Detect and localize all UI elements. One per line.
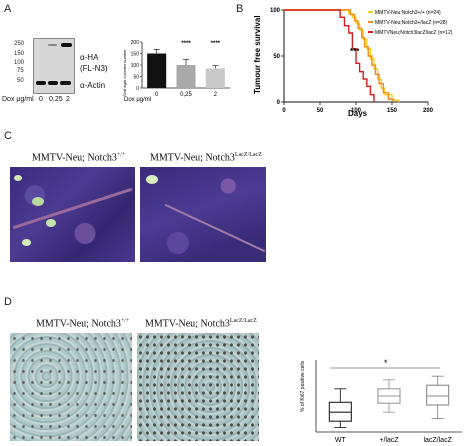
box bbox=[426, 384, 450, 406]
bar bbox=[205, 68, 225, 88]
ihc-left-title: MMTV-Neu; Notch3+/+ bbox=[36, 318, 130, 330]
ki67-box-plot: % of Ki67 positive cells WT +/lacZ lacZ/la… bbox=[300, 358, 462, 444]
soft-agar-bar-chart: Soft agar colonies number 0 50 100 150 200 0… bbox=[122, 40, 230, 103]
panel-letter-c: C bbox=[4, 130, 12, 142]
mw-marker: 250 bbox=[14, 41, 25, 47]
panel-letter-d: D bbox=[4, 296, 12, 308]
surv-x-tick-label: 0 bbox=[282, 108, 286, 114]
bar-xlabel: Dox μg/ml bbox=[124, 97, 151, 103]
box-ylabel: % of Ki67 positive cells bbox=[300, 360, 306, 412]
mw-marker: 150 bbox=[14, 51, 25, 57]
bar-y-tick-label: 0 bbox=[136, 86, 139, 92]
dox-value: 2 bbox=[66, 96, 70, 103]
legend-swatch-het bbox=[368, 21, 373, 23]
bar bbox=[147, 53, 167, 88]
legend-label-wt: MMTV-Neu;Notch3+/+ (n=24) bbox=[375, 10, 441, 16]
ihc-section-wildtype bbox=[10, 333, 132, 441]
bar-marks: 0 0,25 **** 2 **** bbox=[147, 41, 225, 98]
he-section-lacz bbox=[140, 167, 266, 262]
mw-marker: 50 bbox=[17, 78, 24, 84]
stroma-band bbox=[12, 187, 133, 230]
bar-category-label: 0 bbox=[155, 92, 159, 98]
bar bbox=[176, 65, 196, 88]
ki67-nuclei bbox=[10, 333, 132, 441]
legend-swatch-wt bbox=[368, 11, 373, 13]
fat-vacuole bbox=[46, 219, 56, 227]
actin-band-3 bbox=[60, 81, 71, 85]
he-section-wildtype bbox=[10, 167, 135, 262]
bar-y-tick-label: 150 bbox=[131, 52, 140, 58]
panel-letter-b: B bbox=[236, 3, 244, 15]
survival-significance: *** bbox=[350, 47, 360, 56]
box-category-label: lacZ/lacZ bbox=[423, 437, 452, 444]
ha-band-faint bbox=[48, 44, 57, 46]
bar-y-tick-label: 50 bbox=[133, 75, 139, 81]
box-category-label: +/lacZ bbox=[379, 437, 399, 444]
surv-x-tick-label: 200 bbox=[423, 108, 434, 114]
ha-band bbox=[61, 43, 72, 47]
dox-value: 0,25 bbox=[49, 96, 63, 103]
bar-ylabel: Soft agar colonies number bbox=[122, 49, 127, 96]
survival-curve bbox=[284, 9, 375, 102]
dox-value: 0 bbox=[39, 96, 43, 103]
fat-vacuole bbox=[146, 175, 158, 184]
ihc-section-lacz bbox=[137, 333, 259, 441]
mw-marker: 75 bbox=[17, 68, 24, 74]
surv-y-tick-label: 0 bbox=[277, 100, 281, 106]
dox-label: Dox μg/ml bbox=[2, 96, 34, 103]
legend-label-het: MMTV-Neu;Notch3+/lacZ (n=28) bbox=[375, 20, 448, 26]
survival-chart: Tumour free survival Days 0 50 100 150 200 0 5… bbox=[253, 8, 453, 118]
surv-y-tick-label: 100 bbox=[270, 8, 281, 14]
survival-curve bbox=[284, 9, 395, 102]
legend-label-homo: MMTVNeu;Notch3lacZ/lacZ (n=12) bbox=[375, 30, 453, 36]
actin-band-2 bbox=[48, 81, 58, 85]
survival-ylabel: Tumour free survival bbox=[253, 15, 262, 94]
actin-band-1 bbox=[36, 81, 46, 85]
survival-legend: MMTV-Neu;Notch3+/+ (n=24) MMTV-Neu;Notch… bbox=[368, 10, 453, 36]
box-axes bbox=[315, 360, 462, 433]
blot-label-fln3: (FL-N3) bbox=[80, 64, 108, 73]
bar-significance: **** bbox=[211, 41, 221, 47]
surv-x-tick-label: 50 bbox=[317, 108, 324, 114]
box-significance: * bbox=[384, 358, 388, 368]
survival-axes: 0 50 100 150 200 0 50 100 bbox=[270, 8, 434, 114]
ki67-nuclei bbox=[137, 333, 259, 441]
bar-y-tick-label: 100 bbox=[131, 63, 140, 69]
survival-lines bbox=[284, 9, 400, 102]
mw-marker: 100 bbox=[14, 60, 25, 66]
bar-y-tick-label: 200 bbox=[131, 40, 140, 46]
fat-vacuole bbox=[14, 175, 22, 181]
box-category-label: WT bbox=[335, 437, 347, 444]
blot-label-ha: α-HA bbox=[80, 53, 99, 62]
surv-y-tick-label: 50 bbox=[273, 54, 280, 60]
surv-x-tick-label: 150 bbox=[387, 108, 398, 114]
fat-vacuole bbox=[22, 239, 31, 246]
he-right-title: MMTV-Neu; Notch3LacZ/LacZ bbox=[150, 152, 262, 164]
surv-x-tick-label: 100 bbox=[351, 108, 362, 114]
legend-swatch-homo bbox=[368, 31, 373, 33]
survival-xlabel: Days bbox=[348, 109, 368, 118]
panel-letter-a: A bbox=[4, 3, 12, 15]
bar-category-label: 2 bbox=[214, 92, 218, 98]
stroma-band bbox=[164, 203, 266, 253]
ihc-right-title: MMTV-Neu; Notch3LacZ/LacZ bbox=[145, 318, 257, 330]
he-left-title: MMTV-Neu; Notch3+/+ bbox=[32, 152, 126, 164]
bar-category-label: 0,25 bbox=[180, 92, 192, 98]
bar-significance: **** bbox=[181, 41, 191, 47]
fat-vacuole bbox=[32, 197, 44, 206]
blot-label-actin: α-Actin bbox=[80, 81, 106, 90]
box-marks: WT +/lacZ lacZ/lacZ bbox=[328, 375, 453, 444]
